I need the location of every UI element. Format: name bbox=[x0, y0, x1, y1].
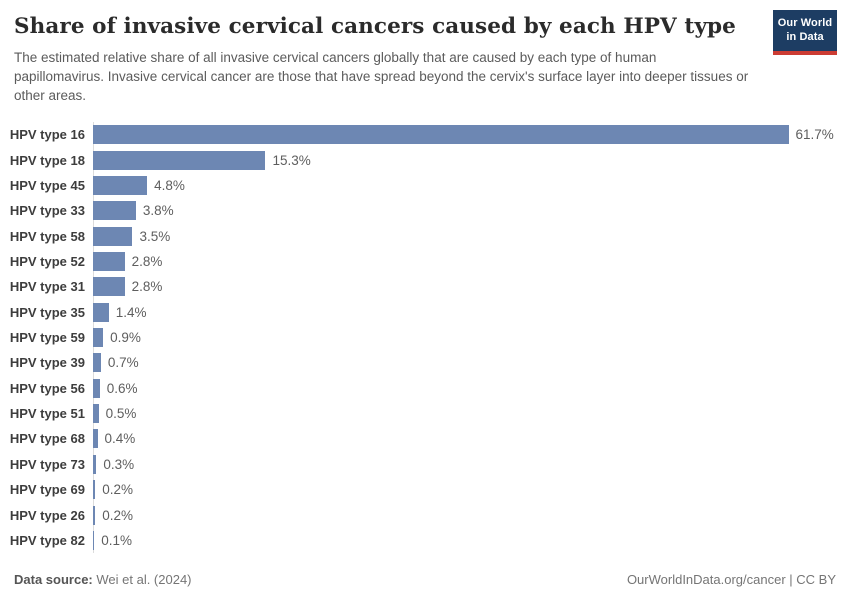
bar-row: HPV type 56 0.6% bbox=[0, 376, 850, 401]
bar-value: 0.7% bbox=[107, 355, 139, 371]
bar-value: 1.4% bbox=[115, 304, 147, 320]
bar-value: 61.7% bbox=[795, 127, 834, 143]
bar[interactable] bbox=[93, 530, 95, 550]
bar[interactable] bbox=[93, 429, 98, 449]
data-source-value: Wei et al. (2024) bbox=[96, 572, 192, 587]
bar-label: HPV type 45 bbox=[9, 177, 85, 193]
bar-value: 0.5% bbox=[105, 406, 137, 422]
bar-label: HPV type 69 bbox=[9, 482, 85, 498]
bar-value: 3.8% bbox=[142, 203, 174, 219]
bar-chart: HPV type 16 61.7% HPV type 18 15.3% HPV type… bbox=[0, 122, 850, 553]
bar-value: 0.9% bbox=[110, 330, 141, 346]
footer-attribution: OurWorldInData.org/cancer | CC BY bbox=[626, 572, 836, 587]
bar-row: HPV type 18 15.3% bbox=[0, 147, 850, 172]
data-source-label: Data source: bbox=[14, 572, 93, 587]
bar-label: HPV type 59 bbox=[9, 330, 85, 346]
bar-value: 2.8% bbox=[131, 253, 163, 269]
bar-label: HPV type 31 bbox=[9, 279, 85, 295]
bar-label: HPV type 33 bbox=[9, 203, 85, 219]
bar-row: HPV type 69 0.2% bbox=[0, 477, 850, 502]
chart-rows: HPV type 16 61.7% HPV type 18 15.3% HPV type… bbox=[0, 122, 850, 553]
bar[interactable] bbox=[93, 505, 96, 525]
bar-label: HPV type 82 bbox=[9, 532, 85, 548]
bar[interactable] bbox=[93, 480, 96, 500]
bar[interactable] bbox=[93, 302, 109, 322]
bar-value: 3.5% bbox=[139, 228, 171, 244]
bar-value: 2.8% bbox=[131, 279, 163, 295]
bar-row: HPV type 73 0.3% bbox=[0, 452, 850, 477]
bar-value: 4.8% bbox=[154, 177, 185, 193]
bar-row: HPV type 59 0.9% bbox=[0, 325, 850, 350]
bar-value: 0.2% bbox=[102, 507, 134, 523]
bar-value: 0.4% bbox=[104, 431, 136, 447]
bar[interactable] bbox=[93, 404, 99, 424]
bar[interactable] bbox=[93, 125, 789, 145]
bar-row: HPV type 35 1.4% bbox=[0, 300, 850, 325]
bar[interactable] bbox=[93, 175, 148, 195]
bar-row: HPV type 26 0.2% bbox=[0, 502, 850, 527]
bar-row: HPV type 39 0.7% bbox=[0, 350, 850, 375]
bar-label: HPV type 16 bbox=[9, 127, 85, 143]
bar-row: HPV type 82 0.1% bbox=[0, 528, 850, 553]
bar[interactable] bbox=[93, 226, 133, 246]
bar-row: HPV type 51 0.5% bbox=[0, 401, 850, 426]
bar-label: HPV type 58 bbox=[9, 228, 85, 244]
owid-logo-line2: in Data bbox=[786, 30, 824, 43]
footer: Data source: Wei et al. (2024) OurWorldI… bbox=[14, 572, 836, 587]
bar-label: HPV type 68 bbox=[9, 431, 85, 447]
bar-row: HPV type 52 2.8% bbox=[0, 249, 850, 274]
bar-label: HPV type 51 bbox=[9, 406, 85, 422]
bar[interactable] bbox=[93, 353, 101, 373]
bar[interactable] bbox=[93, 277, 125, 297]
bar[interactable] bbox=[93, 378, 100, 398]
page-title: Share of invasive cervical cancers cause… bbox=[14, 14, 736, 39]
bar-label: HPV type 35 bbox=[9, 304, 85, 320]
bar-label: HPV type 52 bbox=[9, 253, 85, 269]
bar-row: HPV type 33 3.8% bbox=[0, 198, 850, 223]
header: Share of invasive cervical cancers cause… bbox=[0, 0, 850, 105]
bar-value: 0.2% bbox=[102, 482, 134, 498]
bar-label: HPV type 26 bbox=[9, 507, 85, 523]
bar[interactable] bbox=[93, 328, 104, 348]
bar-row: HPV type 16 61.7% bbox=[0, 122, 850, 147]
bar-row: HPV type 58 3.5% bbox=[0, 223, 850, 248]
bar[interactable] bbox=[93, 251, 125, 271]
page-subtitle: The estimated relative share of all inva… bbox=[14, 50, 749, 104]
bar-row: HPV type 45 4.8% bbox=[0, 173, 850, 198]
bar[interactable] bbox=[93, 201, 136, 221]
bar[interactable] bbox=[93, 150, 266, 170]
bar-value: 0.1% bbox=[101, 532, 132, 548]
bar-row: HPV type 68 0.4% bbox=[0, 426, 850, 451]
bar-label: HPV type 39 bbox=[9, 355, 85, 371]
bar[interactable] bbox=[93, 454, 97, 474]
data-source: Data source: Wei et al. (2024) bbox=[14, 572, 192, 587]
bar-row: HPV type 31 2.8% bbox=[0, 274, 850, 299]
bar-value: 0.6% bbox=[106, 380, 138, 396]
owid-logo-line1: Our World bbox=[777, 17, 833, 29]
bar-label: HPV type 56 bbox=[9, 380, 85, 396]
owid-logo[interactable]: Our World in Data bbox=[773, 10, 837, 55]
bar-value: 0.3% bbox=[103, 456, 135, 472]
bar-label: HPV type 18 bbox=[9, 152, 85, 168]
bar-value: 15.3% bbox=[272, 152, 311, 168]
bar-label: HPV type 73 bbox=[9, 456, 85, 472]
